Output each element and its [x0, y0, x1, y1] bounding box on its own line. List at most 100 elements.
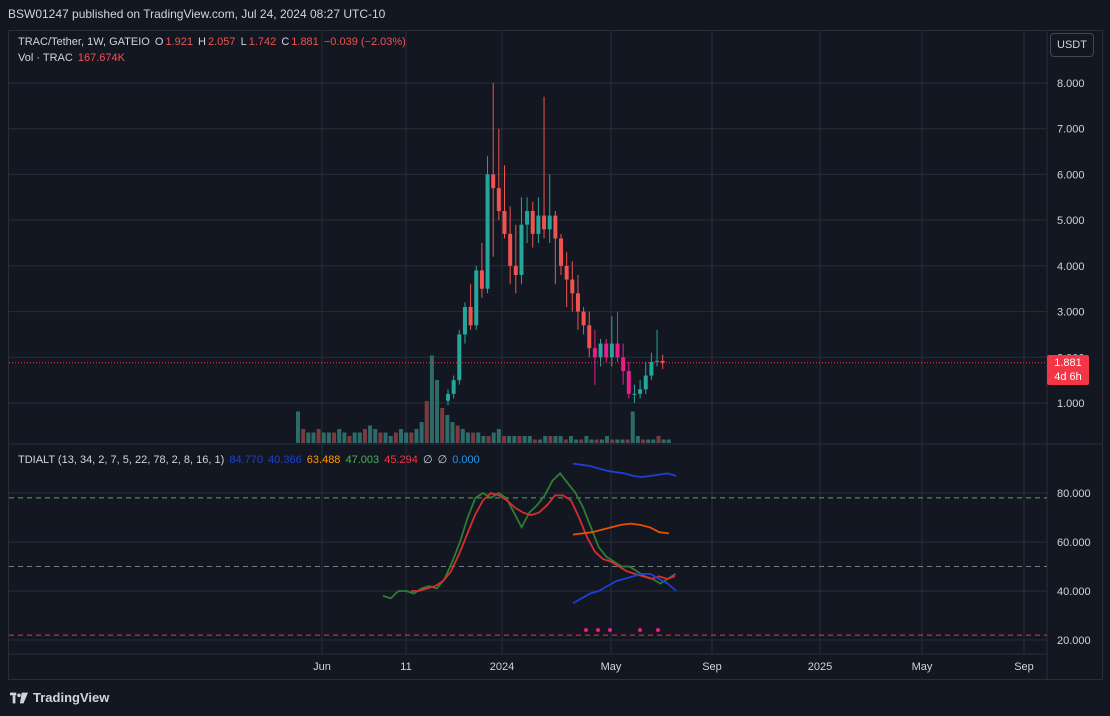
high-label: H — [198, 36, 206, 48]
close-value: 1.881 — [291, 36, 319, 48]
volume-bar — [414, 429, 419, 443]
volume-bar — [388, 436, 393, 443]
volume-bar — [378, 432, 383, 443]
volume-bar — [326, 432, 331, 443]
volume-bar — [321, 432, 326, 443]
published-caption: BSW01247 published on TradingView.com, J… — [8, 7, 386, 21]
candle-body — [491, 174, 496, 189]
volume-bar — [311, 432, 316, 443]
volume-bar — [635, 436, 640, 443]
indicator-value-1: 84.770 — [229, 454, 263, 466]
candle-body — [626, 371, 631, 394]
volume-bar — [362, 429, 367, 443]
volume-bar — [476, 432, 481, 443]
candle-body — [655, 360, 660, 362]
volume-bar — [404, 432, 409, 443]
volume-legend: Vol · TRAC 167.674K — [18, 52, 127, 64]
candle-body — [609, 343, 614, 358]
tradingview-logo-icon — [10, 692, 28, 703]
volume-bar — [568, 436, 573, 443]
candle-body — [581, 311, 586, 326]
tdi-red-line — [411, 491, 676, 592]
volume-bar — [409, 432, 414, 443]
footer-brand[interactable]: TradingView — [10, 690, 109, 705]
price-tick-label: 4.000 — [1057, 261, 1085, 273]
volume-bar — [553, 436, 558, 443]
volume-bar — [450, 422, 455, 443]
candle-body — [638, 389, 643, 394]
candle-body — [564, 265, 569, 280]
volume-bar — [435, 380, 440, 443]
price-tick-label: 7.000 — [1057, 124, 1085, 136]
signal-dot — [584, 628, 588, 632]
volume-bar — [419, 422, 424, 443]
candle-body — [632, 393, 637, 395]
chart-area[interactable] — [8, 30, 1103, 680]
candle-body — [485, 174, 490, 289]
candle-body — [553, 215, 558, 239]
candle-body — [592, 348, 597, 358]
symbol-title[interactable]: TRAC/Tether, 1W, GATEIO — [18, 36, 150, 48]
indicator-title[interactable]: TDIALT (13, 34, 2, 7, 5, 22, 78, 2, 8, 1… — [18, 454, 225, 466]
volume-bar — [424, 401, 429, 443]
last-price-value: 1.881 — [1054, 357, 1082, 369]
time-tick-label: May — [912, 661, 933, 673]
candle-body — [525, 211, 530, 225]
candle-body — [621, 357, 626, 371]
indicator-tick-label: 60.000 — [1057, 537, 1091, 549]
time-tick-label: Sep — [1014, 661, 1034, 673]
volume-bar — [373, 429, 378, 443]
volume-bar — [548, 436, 553, 443]
volume-bar — [455, 425, 460, 443]
indicator-value-3: 63.488 — [306, 454, 341, 466]
candle-body — [502, 211, 507, 234]
volume-bar — [486, 436, 491, 443]
currency-button[interactable]: USDT — [1050, 33, 1094, 57]
volume-bar — [445, 415, 450, 443]
candle-body — [519, 224, 524, 275]
candle-body — [587, 325, 592, 349]
candle-body — [643, 375, 648, 390]
time-tick-label: 11 — [400, 661, 411, 673]
candle-body — [649, 361, 654, 376]
volume-bar — [357, 432, 362, 443]
price-tick-label: 6.000 — [1057, 169, 1085, 181]
candle-body — [462, 307, 467, 335]
volume-bar — [532, 439, 537, 443]
volume-bar — [296, 411, 300, 443]
change-value: −0.039 (−2.03%) — [323, 36, 406, 48]
volume-bar — [460, 429, 465, 443]
candle-body — [536, 215, 541, 234]
price-tick-label: 5.000 — [1057, 215, 1085, 227]
time-tick-label: May — [601, 661, 622, 673]
volume-bar — [538, 439, 543, 443]
candle-body — [570, 279, 575, 294]
time-tick-label: Sep — [702, 661, 722, 673]
volume-bar — [342, 432, 347, 443]
volume-bar — [393, 432, 398, 443]
volume-bar — [584, 436, 589, 443]
volume-bar — [517, 436, 522, 443]
volume-bar — [610, 439, 615, 443]
last-price-tag: 1.881 4d 6h — [1047, 355, 1089, 385]
candle-body — [530, 211, 535, 234]
volume-bar — [502, 436, 506, 443]
volume-bar — [491, 432, 496, 443]
candle-body — [542, 215, 547, 230]
signal-dot — [608, 628, 612, 632]
volume-bar — [620, 439, 625, 443]
volume-bar — [465, 432, 470, 443]
volume-label[interactable]: Vol · TRAC — [18, 52, 73, 64]
volume-bar — [666, 439, 671, 443]
volume-bar — [399, 429, 403, 443]
indicator-tick-label: 80.000 — [1057, 488, 1091, 500]
candle-body — [575, 293, 580, 312]
candle-body — [468, 307, 473, 326]
indicator-value-6: ∅ — [422, 454, 433, 466]
volume-bar — [615, 439, 620, 443]
candle-body — [457, 334, 462, 381]
signal-dot — [638, 628, 642, 632]
low-value: 1.742 — [248, 36, 277, 48]
